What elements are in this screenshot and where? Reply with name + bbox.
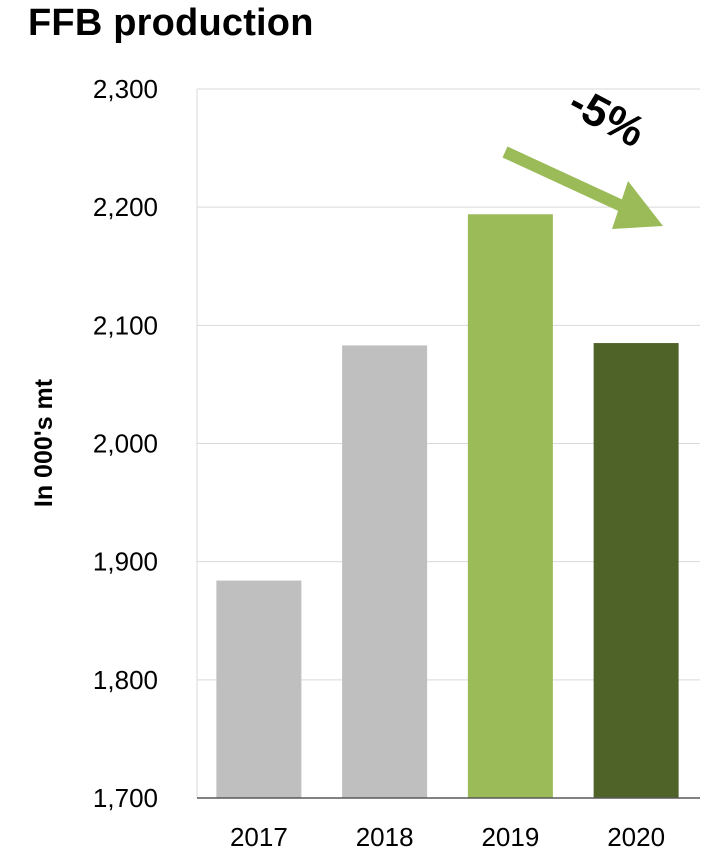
trend-arrow-head [612,181,663,229]
y-tick-label: 1,900 [93,547,158,577]
bar-2020 [593,343,679,798]
y-tick-label: 1,800 [93,665,158,695]
y-tick-label: 2,200 [93,192,158,222]
x-tick-label: 2020 [607,822,665,852]
y-tick-labels: 1,700 1,800 1,900 2,000 2,100 2,200 2,300 [93,74,158,813]
bar-2019 [467,214,553,799]
y-tick-label: 1,700 [93,783,158,813]
chart-title: FFB production [28,2,314,44]
x-tick-label: 2017 [230,822,288,852]
x-tick-label: 2018 [356,822,414,852]
x-tick-label: 2019 [481,822,539,852]
x-tick-labels: 2017 2018 2019 2020 [230,822,665,852]
y-axis-label: In 000's mt [30,378,58,507]
bars [216,214,679,799]
y-tick-label: 2,100 [93,310,158,340]
bar-2017 [216,580,302,798]
change-annotation: -5% [502,77,663,229]
y-tick-label: 2,000 [93,429,158,459]
bar-2018 [342,345,428,798]
y-tick-label: 2,300 [93,74,158,104]
